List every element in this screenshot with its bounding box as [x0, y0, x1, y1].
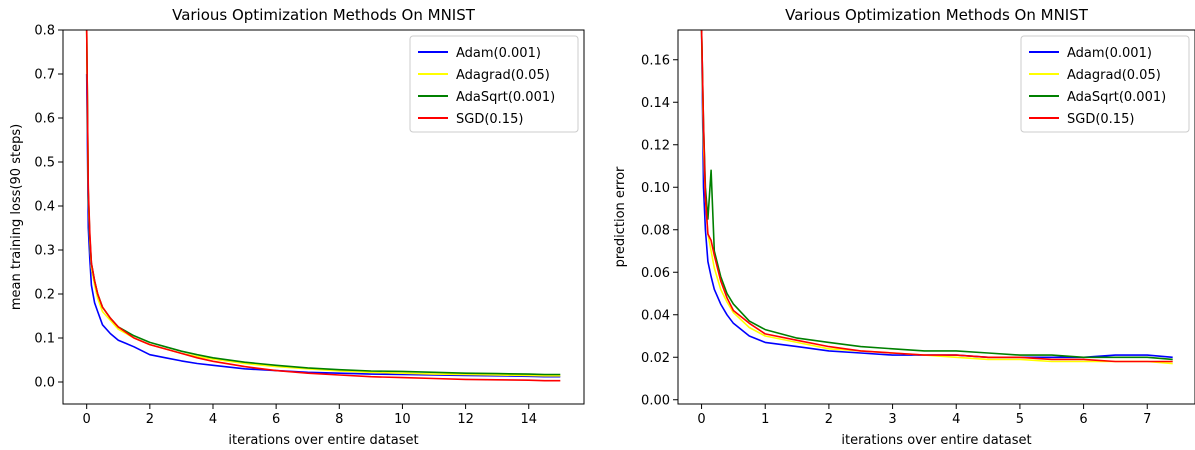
x-tick-label: 0	[83, 412, 91, 427]
y-tick-label: 0.8	[34, 24, 55, 39]
x-tick-label: 2	[825, 412, 833, 427]
series-line-3	[700, 30, 1173, 361]
plot-frame	[677, 29, 1195, 405]
y-tick-label: 0.08	[641, 223, 670, 238]
series-line-2	[700, 30, 1173, 365]
series-line-2	[85, 30, 561, 377]
y-tick-label: 0.02	[641, 351, 670, 366]
x-tick-label: 1	[761, 412, 769, 427]
legend-label-3: AdaSqrt(0.001)	[1067, 90, 1166, 105]
y-tick-label: 0.4	[34, 200, 55, 215]
y-tick-label: 0.14	[641, 96, 670, 111]
series-line-1	[700, 30, 1173, 359]
x-tick-label: 10	[394, 412, 411, 427]
legend-label-2: Adagrad(0.05)	[456, 68, 550, 83]
x-tick-label: 6	[272, 412, 280, 427]
x-tick-label: 5	[1016, 412, 1024, 427]
series-group	[85, 30, 561, 382]
x-tick-label: 8	[335, 412, 343, 427]
y-tick-label: 0.3	[34, 244, 55, 259]
x-tick-label: 2	[146, 412, 154, 427]
legend-box	[409, 35, 579, 133]
series-line-1	[85, 73, 561, 378]
legend-label-2: Adagrad(0.05)	[1067, 68, 1161, 83]
legend-label-1: Adam(0.001)	[1067, 46, 1152, 61]
y-tick-label: 0.00	[641, 393, 670, 408]
x-tick-label: 7	[1143, 412, 1151, 427]
y-axis-label: mean training loss(90 steps)	[9, 124, 24, 310]
y-tick-label: 0.06	[641, 266, 670, 281]
series-line-4	[85, 30, 561, 382]
y-tick-label: 0.12	[641, 138, 670, 153]
series-line-4	[700, 30, 1173, 363]
y-tick-label: 0.10	[641, 181, 670, 196]
y-tick-label: 0.7	[34, 68, 55, 83]
legend-label-4: SGD(0.15)	[456, 112, 523, 127]
chart-panel-1: 0 2 4 6 8 10 12 14 0.0 0.1 0.2 0.3 0.4 0.5 0.6 0.7 0.8 Va…	[9, 6, 585, 448]
x-tick-label: 4	[952, 412, 960, 427]
x-axis-label: iterations over entire dataset	[841, 433, 1031, 448]
legend-label-1: Adam(0.001)	[456, 46, 541, 61]
x-tick-label: 3	[888, 412, 896, 427]
x-tick-label: 0	[697, 412, 705, 427]
chart-title: Various Optimization Methods On MNIST	[172, 6, 476, 24]
y-tick-label: 0.04	[641, 308, 670, 323]
x-tick-label: 14	[520, 412, 537, 427]
x-tick-label: 12	[457, 412, 474, 427]
legend: Adam(0.001) Adagrad(0.05) AdaSqrt(0.001) SG…	[1020, 35, 1190, 133]
y-tick-label: 0.0	[34, 376, 55, 391]
legend-label-4: SGD(0.15)	[1067, 112, 1134, 127]
y-tick-label: 0.5	[34, 156, 55, 171]
series-group	[700, 30, 1173, 365]
chart-title: Various Optimization Methods On MNIST	[785, 6, 1089, 24]
y-axis-label: prediction error	[613, 166, 628, 267]
legend-label-3: AdaSqrt(0.001)	[456, 90, 555, 105]
x-tick-label: 4	[209, 412, 217, 427]
y-tick-label: 0.1	[34, 332, 55, 347]
legend-box	[1020, 35, 1190, 133]
y-tick-label: 0.6	[34, 112, 55, 127]
y-tick-label: 0.2	[34, 288, 55, 303]
chart-panel-2: 0 1 2 3 4 5 6 7 0.00 0.02 0.04 0.06 0.08 0.10 0.12 0.14…	[613, 6, 1195, 448]
legend: Adam(0.001) Adagrad(0.05) AdaSqrt(0.001) SG…	[409, 35, 579, 133]
y-tick-label: 0.16	[641, 53, 670, 68]
plot-frame	[62, 29, 585, 405]
x-axis-label: iterations over entire dataset	[228, 433, 418, 448]
x-tick-label: 6	[1079, 412, 1087, 427]
